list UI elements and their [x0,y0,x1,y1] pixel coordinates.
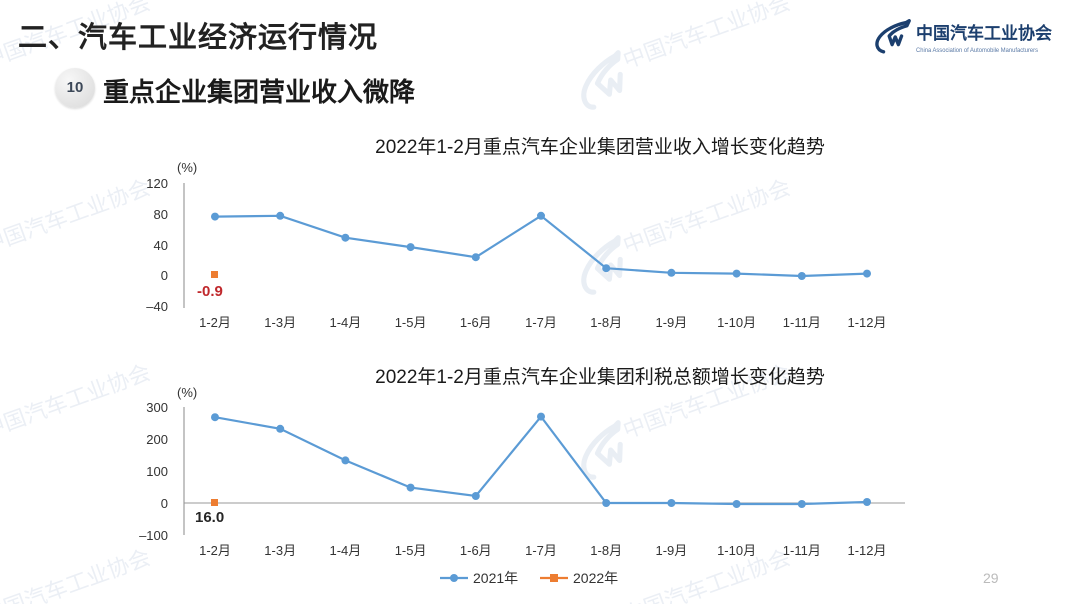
svg-text:300: 300 [146,400,168,415]
svg-text:China Association of Automobil: China Association of Automobile Manufact… [916,47,1038,54]
svg-text:0: 0 [161,496,168,511]
svg-text:中国汽车工业协会: 中国汽车工业协会 [916,23,1052,43]
svg-text:200: 200 [146,432,168,447]
svg-text:1-10月: 1-10月 [717,543,756,558]
svg-text:1-4月: 1-4月 [330,543,362,558]
svg-text:1-8月: 1-8月 [590,543,622,558]
svg-text:2021年: 2021年 [473,570,518,586]
svg-text:1-2月: 1-2月 [199,543,231,558]
svg-text:100: 100 [146,464,168,479]
svg-text:–100: –100 [139,528,168,543]
svg-text:1-6月: 1-6月 [460,543,492,558]
svg-text:1-7月: 1-7月 [525,543,557,558]
svg-text:16.0: 16.0 [195,509,224,526]
svg-text:1-5月: 1-5月 [395,543,427,558]
svg-text:(%): (%) [177,385,197,400]
svg-text:2022年: 2022年 [573,570,618,586]
svg-text:1-11月: 1-11月 [783,543,821,558]
svg-text:1-3月: 1-3月 [264,543,296,558]
svg-text:2022年1-2月重点汽车企业集团利税总额增长变化趋势: 2022年1-2月重点汽车企业集团利税总额增长变化趋势 [375,366,825,388]
svg-text:1-9月: 1-9月 [656,543,688,558]
svg-text:1-12月: 1-12月 [847,543,886,558]
